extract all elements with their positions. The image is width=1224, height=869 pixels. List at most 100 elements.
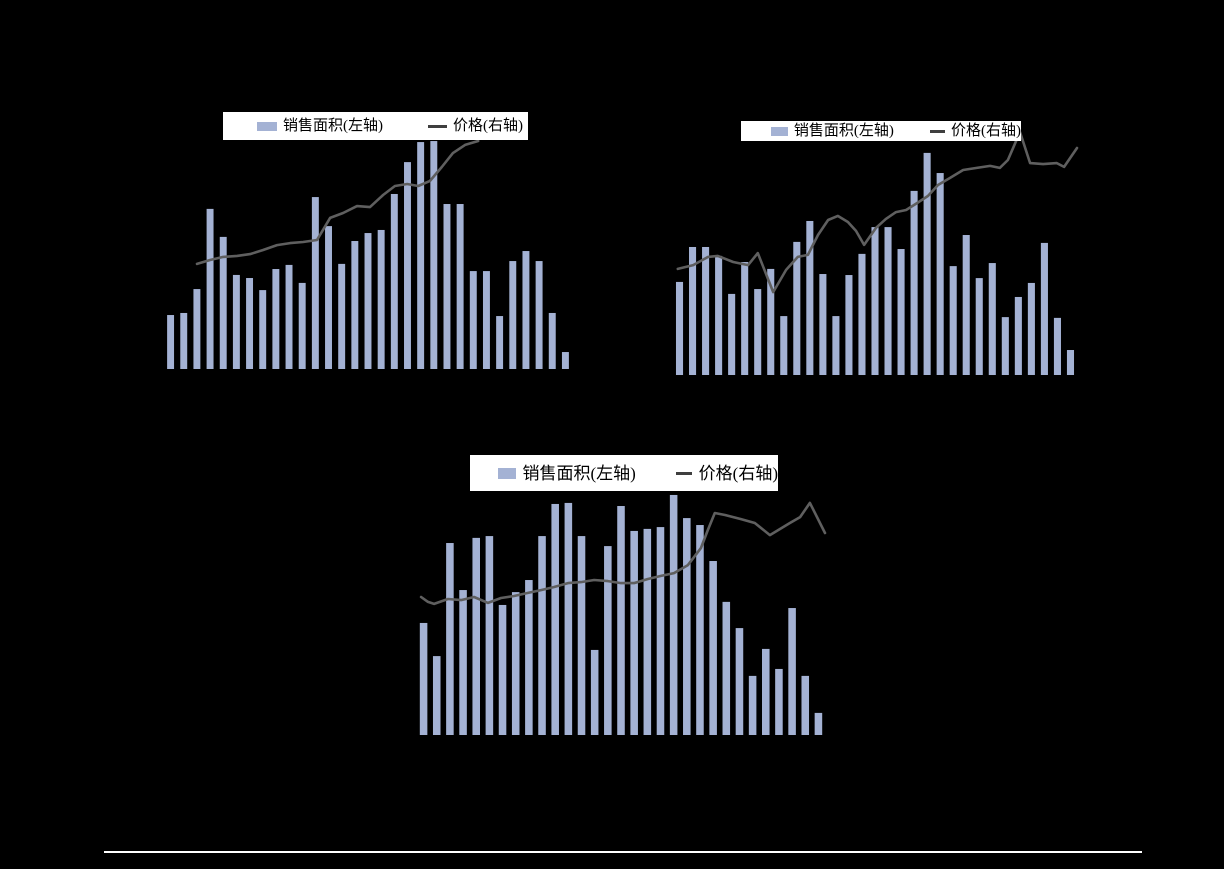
sales-area-bar — [702, 246, 710, 375]
chart-bottom-center: 销售面积(左轴) 价格(右轴) — [417, 455, 827, 735]
sales-area-bar — [683, 518, 691, 735]
sales-area-bar — [832, 316, 840, 375]
bar-series-swatch — [498, 467, 516, 479]
sales-area-bar — [871, 227, 879, 375]
sales-area-bar — [715, 255, 723, 375]
sales-area-bar — [845, 275, 853, 375]
sales-area-bar — [496, 316, 504, 369]
price-line — [676, 130, 1079, 294]
sales-area-bar — [522, 251, 530, 369]
sales-area-bar — [548, 312, 556, 369]
sales-area-bar — [485, 536, 494, 735]
sales-area-bar — [788, 608, 796, 735]
sales-area-bar — [617, 506, 625, 735]
sales-area-bar — [535, 261, 543, 369]
sales-area-bar — [577, 536, 586, 735]
sales-area-bar — [975, 278, 983, 375]
price-line — [419, 501, 827, 606]
sales-area-bar — [390, 193, 398, 369]
sales-area-bar — [1040, 242, 1048, 375]
sales-area-bar — [689, 246, 697, 375]
sales-area-bar — [1014, 296, 1022, 375]
sales-area-bar — [801, 675, 810, 735]
sales-area-bar — [923, 152, 931, 375]
sales-area-bar — [193, 289, 201, 369]
line-series-swatch — [929, 129, 945, 133]
sales-area-bar — [897, 249, 905, 375]
sales-area-bar — [446, 543, 454, 735]
sales-area-bar — [1053, 317, 1061, 375]
sales-area-bar — [936, 173, 944, 375]
sales-area-bar — [884, 227, 892, 375]
sales-area-bar — [417, 142, 425, 369]
sales-area-bar — [509, 261, 517, 369]
sales-area-bar — [735, 628, 744, 735]
sales-area-bar — [180, 312, 188, 369]
sales-area-bar — [272, 269, 280, 369]
sales-area-bar — [819, 274, 827, 375]
bar-line-plot — [167, 139, 569, 369]
sales-area-bar — [482, 271, 490, 369]
sales-area-bar — [696, 525, 704, 735]
sales-area-bar — [806, 220, 814, 375]
sales-area-bar — [564, 502, 573, 735]
sales-area-bar — [219, 236, 227, 369]
sales-area-bar — [643, 528, 652, 735]
sales-area-bar — [538, 536, 546, 735]
sales-area-bar — [604, 546, 612, 735]
sales-area-bar — [459, 590, 467, 735]
sales-area-bar — [469, 271, 477, 369]
bar-line-plot — [419, 494, 827, 735]
bar-series-label: 销售面积(左轴) — [283, 117, 383, 134]
sales-area-bar — [722, 601, 731, 735]
sales-area-bar — [364, 233, 372, 369]
bar-line-plot — [675, 130, 1079, 376]
sales-area-bar — [775, 668, 783, 735]
sales-area-bar — [741, 262, 749, 375]
sales-area-bar — [949, 266, 957, 376]
sales-area-bar — [1001, 317, 1009, 375]
sales-area-bar — [656, 527, 665, 735]
sales-area-bar — [377, 229, 385, 369]
legend: 销售面积(左轴) 价格(右轴) — [470, 455, 778, 491]
sales-area-bar — [675, 281, 684, 376]
sales-area-bar — [793, 241, 801, 375]
line-series-swatch — [675, 471, 692, 475]
sales-area-bar — [338, 263, 346, 369]
sales-area-bar — [404, 162, 411, 369]
bar-series-label: 销售面积(左轴) — [522, 463, 636, 483]
sales-area-bar — [709, 561, 717, 735]
line-series-label: 价格(右轴) — [698, 463, 778, 483]
line-series-swatch — [428, 124, 447, 128]
sales-area-bar — [728, 293, 736, 375]
sales-area-bar — [472, 537, 480, 735]
sales-area-bar — [246, 278, 254, 369]
sales-area-bar — [432, 656, 441, 735]
sales-area-bar — [419, 622, 428, 735]
price-line — [195, 139, 480, 266]
legend: 销售面积(左轴) 价格(右轴) — [223, 112, 528, 140]
footer-divider — [104, 851, 1142, 853]
sales-area-bar — [525, 580, 533, 735]
sales-area-bar — [351, 241, 359, 369]
sales-area-bar — [311, 197, 319, 369]
line-series-label: 价格(右轴) — [951, 122, 1021, 139]
sales-area-bar — [754, 289, 762, 375]
sales-area-bar — [551, 503, 559, 735]
sales-area-bar — [285, 264, 293, 369]
sales-area-bar — [325, 226, 332, 369]
line-series-label: 价格(右轴) — [453, 117, 523, 134]
sales-area-bar — [910, 190, 918, 375]
legend: 销售面积(左轴) 价格(右轴) — [741, 121, 1021, 141]
sales-area-bar — [456, 204, 464, 369]
sales-area-bar — [988, 263, 996, 376]
bar-series-label: 销售面积(左轴) — [793, 122, 894, 139]
sales-area-bar — [767, 268, 775, 375]
sales-area-bar — [167, 315, 175, 369]
sales-area-bar — [762, 648, 770, 735]
sales-area-bar — [232, 274, 240, 369]
sales-area-bar — [259, 290, 267, 369]
sales-area-bar — [443, 204, 451, 369]
sales-area-bar — [669, 494, 678, 735]
